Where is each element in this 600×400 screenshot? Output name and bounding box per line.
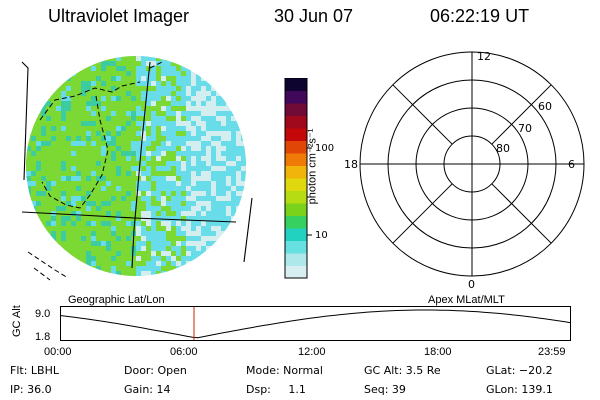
colorbar-band	[285, 165, 307, 179]
colorbar-gradient	[285, 78, 307, 279]
geo-grid-lines	[21, 61, 253, 269]
colorbar-band	[285, 253, 307, 266]
x-label-1200: 12:00	[298, 346, 326, 358]
coastline	[27, 61, 163, 281]
colorbar-band	[285, 128, 307, 141]
x-label-2359: 23:59	[538, 346, 566, 358]
colorbar-band	[285, 265, 307, 279]
colorbar-unit-label: photon cm⁻²s⁻¹	[306, 128, 319, 205]
x-label-0600: 06:00	[170, 346, 198, 358]
colorbar: 100 10	[284, 78, 334, 279]
colorbar-band	[285, 203, 307, 216]
colorbar-band	[285, 178, 307, 191]
colorbar-tick-10: 10	[315, 230, 328, 241]
colorbar-band	[285, 153, 307, 166]
x-label-1800: 18:00	[424, 346, 452, 358]
lat-label-60: 60	[538, 100, 552, 113]
glon-info: GLon: 139.1	[486, 383, 553, 396]
colorbar-band	[285, 115, 307, 129]
colorbar-tick-100: 100	[315, 143, 334, 154]
colorbar-band	[285, 78, 307, 91]
colorbar-band	[285, 190, 307, 204]
date-label: 30 Jun 07	[274, 6, 354, 26]
colorbar-band	[285, 228, 307, 241]
colorbar-band	[285, 90, 307, 104]
altitude-curve	[60, 309, 571, 339]
mlt-label-18: 18	[344, 158, 358, 171]
y-label-1-8: 1.8	[35, 331, 51, 343]
colorbar-band	[285, 103, 307, 116]
door-info: Door: Open	[124, 364, 187, 377]
app-title: Ultraviolet Imager	[48, 6, 190, 26]
lat-label-80: 80	[496, 142, 510, 155]
ip-info: IP: 36.0	[10, 383, 52, 396]
x-label-0000: 00:00	[44, 346, 72, 358]
geographic-title: Geographic Lat/Lon	[68, 294, 165, 306]
uv-intensity-image	[26, 56, 246, 276]
colorbar-band	[285, 215, 307, 229]
mode-info: Mode: Normal	[246, 364, 323, 377]
altitude-timeline	[60, 306, 571, 341]
glat-info: GLat: −20.2	[486, 364, 553, 377]
auroral-image-panel	[21, 56, 253, 281]
lat-label-70: 70	[518, 122, 532, 135]
mlt-label-0: 0	[468, 278, 475, 291]
time-label: 06:22:19 UT	[430, 6, 530, 26]
colorbar-band	[285, 140, 307, 154]
mlt-label-12: 12	[477, 50, 491, 63]
gc-alt-axis-label: GC Alt	[11, 305, 23, 337]
seq-info: Seq: 39	[364, 383, 406, 396]
colorbar-band	[285, 240, 307, 254]
gc-alt-info: GC Alt: 3.5 Re	[364, 364, 441, 377]
y-label-9: 9.0	[35, 308, 51, 320]
apex-title: Apex MLat/MLT	[428, 294, 505, 306]
gain-info: Gain: 14	[124, 383, 171, 396]
dsp-info: Dsp: 1.1	[246, 383, 306, 396]
polar-plot: 12 6 0 18 60 70 80	[344, 50, 585, 291]
mlt-label-6: 6	[568, 158, 575, 171]
filter-info: Flt: LBHL	[10, 364, 59, 377]
